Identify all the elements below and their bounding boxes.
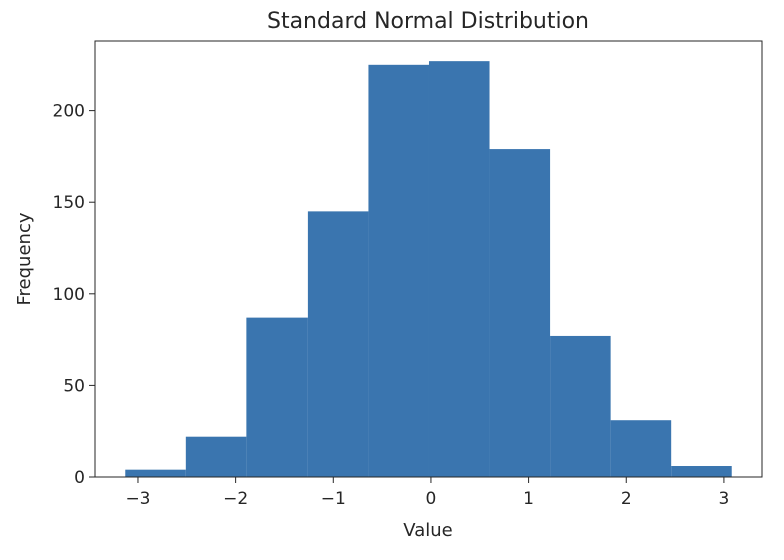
x-tick-label: −2 bbox=[223, 489, 248, 509]
x-tick-label: −1 bbox=[321, 489, 346, 509]
y-axis-ticks: 0 50 100 150 200 bbox=[53, 102, 95, 488]
y-tick-label: 200 bbox=[53, 102, 85, 122]
y-tick-label: 0 bbox=[74, 468, 85, 488]
histogram-bar bbox=[428, 61, 490, 478]
x-tick-label: 0 bbox=[426, 489, 437, 509]
x-tick-label: −3 bbox=[125, 489, 150, 509]
x-axis-label: Value bbox=[403, 520, 452, 541]
histogram-bar bbox=[671, 466, 732, 477]
histogram-bar bbox=[185, 436, 247, 477]
histogram-bar bbox=[550, 335, 611, 477]
y-tick-label: 150 bbox=[53, 193, 85, 213]
y-tick-label: 50 bbox=[63, 376, 85, 396]
histogram-bar bbox=[125, 469, 186, 477]
histogram-bar bbox=[610, 420, 672, 477]
histogram-bar bbox=[246, 317, 308, 477]
histogram-bar bbox=[307, 211, 369, 477]
bars-group bbox=[125, 61, 732, 478]
x-axis-ticks: −3 −2 −1 0 1 2 3 bbox=[125, 477, 729, 509]
x-tick-label: 3 bbox=[718, 489, 729, 509]
histogram-bar bbox=[489, 149, 551, 477]
x-tick-label: 2 bbox=[621, 489, 632, 509]
histogram-bar bbox=[368, 64, 429, 477]
y-axis-label: Frequency bbox=[14, 212, 35, 305]
plot-frame bbox=[94, 40, 763, 478]
x-tick-label: 1 bbox=[523, 489, 534, 509]
y-tick-label: 100 bbox=[53, 285, 85, 305]
chart-title: Standard Normal Distribution bbox=[267, 9, 589, 34]
